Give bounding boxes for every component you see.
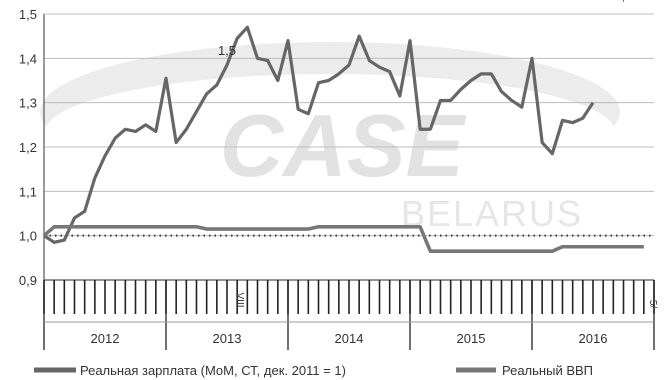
- year-label: 2013: [213, 331, 242, 346]
- y-tick-label: 1,1: [19, 184, 37, 199]
- y-tick-label: 1,0: [19, 229, 37, 244]
- y-tick-label: 1,2: [19, 140, 37, 155]
- x-axis: 2012 2013 2014 2015 2016 VIII 5/: [43, 279, 658, 350]
- series-line-real-gdp: [42, 225, 644, 253]
- y-tick-label: 1,4: [19, 51, 37, 66]
- year-label: 2014: [335, 331, 364, 346]
- year-label: 2015: [457, 331, 486, 346]
- legend-label-real-gdp: Реальный ВВП: [502, 363, 593, 378]
- legend: Реальная зарплата (МоМ, СТ, дек. 2011 = …: [34, 363, 593, 378]
- month-tick-label: VIII: [234, 292, 245, 307]
- month-tick-label: 5/: [647, 300, 658, 309]
- series-layer: [42, 25, 644, 253]
- value-annotation: 1,5: [218, 43, 236, 58]
- value-annotation: 1,3: [614, 0, 632, 3]
- y-tick-label: 1,3: [19, 96, 37, 111]
- y-tick-label: 0,9: [19, 273, 37, 288]
- y-tick-label: 1,5: [19, 7, 37, 22]
- legend-label-real-wage: Реальная зарплата (МоМ, СТ, дек. 2011 = …: [80, 363, 346, 378]
- series-line-real-wage: [43, 25, 595, 244]
- y-axis: 1,5 1,4 1,3 1,2 1,1 1,0 0,9: [19, 7, 45, 288]
- grid: [44, 13, 654, 281]
- year-label: 2012: [91, 331, 120, 346]
- watermark-logo: CASE: [220, 96, 467, 195]
- annotations: 1,5 1,3: [218, 0, 632, 58]
- year-label: 2016: [579, 331, 608, 346]
- watermark-subtext: BELARUS: [401, 193, 583, 234]
